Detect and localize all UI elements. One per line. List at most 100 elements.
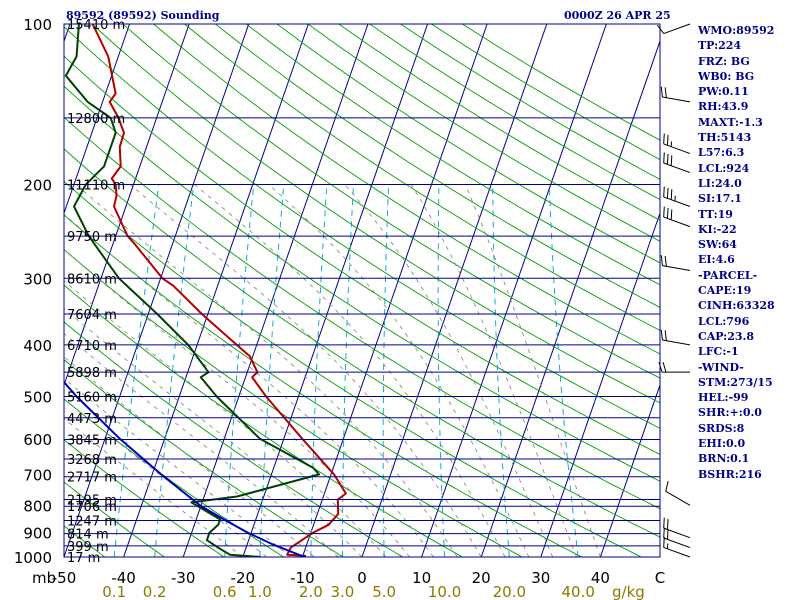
- pressure-tick-label: 100: [23, 16, 52, 34]
- moist-adiabat-line: [410, 184, 577, 557]
- mixing-ratio-line: [492, 184, 510, 557]
- stat-value: :0.0: [721, 437, 746, 451]
- wind-barb-staff: [662, 96, 691, 103]
- stat-item: TT:19: [698, 207, 775, 222]
- stat-value: :6.3: [721, 146, 745, 160]
- stat-item: EHI:0.0: [698, 436, 775, 451]
- moist-adiabat-line: [64, 356, 315, 557]
- stat-item: CAPE:19: [698, 283, 775, 298]
- dry-adiabat-line: [64, 439, 225, 557]
- stat-item: SI:17.1: [698, 191, 775, 206]
- mixing-ratio-label: 0.6: [213, 583, 237, 600]
- stat-key: CAP: [698, 329, 724, 343]
- wind-barb: [663, 527, 691, 549]
- stat-item: PW:0.11: [698, 84, 775, 99]
- wind-barb: [663, 186, 691, 207]
- stat-value: :89592: [732, 24, 775, 37]
- stat-item: CINH:63328: [698, 298, 775, 313]
- pressure-tick-label: 1000: [14, 549, 52, 567]
- temperature-tick-label: 30: [531, 569, 550, 587]
- stat-item: WMO:89592: [698, 23, 775, 38]
- pressure-tick-label: 300: [23, 270, 52, 288]
- mixing-ratio-unit: g/kg: [612, 583, 645, 600]
- wind-barb: [658, 362, 690, 373]
- mixing-ratio-label: 20.0: [493, 583, 526, 600]
- wind-barb: [660, 255, 691, 271]
- temperature-tick-label: 0: [357, 569, 367, 587]
- mixing-ratio-label: 2.0: [299, 583, 323, 600]
- wind-barb-flag: [657, 24, 665, 34]
- stat-item: -PARCEL-: [698, 268, 775, 283]
- stat-key: TT: [698, 207, 714, 221]
- pressure-tick-label: 200: [23, 176, 52, 194]
- wind-barb-staff: [663, 216, 691, 228]
- height-label: 11110 m: [67, 178, 125, 193]
- isotherm-line: [599, 383, 660, 557]
- wind-barb-flag: [664, 255, 667, 267]
- wind-barb: [657, 23, 691, 35]
- sounding-time: 0000Z 26 APR 25: [564, 9, 671, 22]
- wind-barb-staff: [663, 196, 691, 207]
- wind-barb-flag: [660, 86, 663, 98]
- stat-item: EI:4.6: [698, 252, 775, 267]
- dewpoint-profile-line: [64, 24, 321, 557]
- temperature-unit-label: C: [655, 569, 665, 587]
- stat-key: STM: [698, 375, 727, 389]
- temperature-tick-label: 20: [472, 569, 491, 587]
- temperature-profile-line: [91, 24, 347, 557]
- height-label: 1247 m: [67, 514, 117, 529]
- stat-key: LCL: [698, 161, 723, 175]
- height-label: 1706 m: [67, 500, 117, 515]
- height-label: 17 m: [67, 551, 100, 566]
- height-label: 6710 m: [67, 339, 117, 354]
- stat-key: SHR: [698, 406, 726, 420]
- stat-value: :924: [722, 161, 750, 175]
- mixing-ratio-line: [310, 184, 328, 557]
- stat-item: FRZ: BG: [698, 54, 775, 69]
- mixing-ratio-line: [259, 184, 285, 557]
- temperature-tick-label: -10: [290, 569, 315, 587]
- stat-key: SI: [698, 192, 712, 206]
- stat-value: :796: [722, 314, 750, 328]
- stat-value: : BG: [727, 69, 755, 83]
- moist-adiabat-line: [64, 213, 434, 557]
- stat-value: :0.11: [717, 85, 749, 99]
- wind-barb-flag: [663, 152, 665, 164]
- stat-key: MAXT: [698, 115, 736, 129]
- stat-item: KI:-22: [698, 222, 775, 237]
- stat-value: :216: [734, 467, 762, 481]
- stat-item: -WIND-: [698, 360, 775, 375]
- stat-value: :273/15: [726, 375, 773, 389]
- wind-barb-flag: [664, 87, 667, 98]
- temperature-tick-label: 10: [412, 569, 431, 587]
- temperature-tick-label: 40: [591, 569, 610, 587]
- wind-barb-staff: [663, 23, 691, 35]
- stat-value: :24.0: [710, 176, 742, 190]
- wind-barb-flag: [664, 330, 667, 341]
- mixing-ratio-line: [113, 184, 160, 557]
- wind-barb-flag: [663, 517, 665, 529]
- mixing-ratio-line: [548, 184, 579, 557]
- plot-frame: [63, 23, 661, 558]
- pressure-tick-label: 900: [23, 525, 52, 543]
- height-label: 9750 m: [67, 230, 117, 245]
- mixing-ratio-line: [154, 184, 195, 557]
- wind-barb-staff: [663, 537, 691, 549]
- stat-key: EI: [698, 253, 712, 267]
- station-title: 89592 (89592) Sounding: [66, 9, 220, 22]
- stat-item: TP:224: [698, 38, 775, 53]
- mixing-ratio-label: 0.1: [102, 583, 126, 600]
- stats-panel: WMO:89592 TP:224 FRZ: BG WB0: BG PW:0.11 RH:4…: [698, 23, 775, 482]
- mixing-ratio-line: [341, 184, 354, 557]
- pressure-tick-label: 400: [23, 337, 52, 355]
- stat-value: : BG: [722, 54, 750, 68]
- stat-value: :0.1: [726, 452, 750, 466]
- wind-barb-flag: [663, 206, 665, 218]
- moist-adiabat-line: [64, 377, 291, 557]
- stat-item: WB0: BG: [698, 69, 775, 84]
- stat-item: LI:24.0: [698, 176, 775, 191]
- wind-barb-flag: [666, 187, 669, 199]
- wind-barb-flag: [670, 209, 673, 220]
- wind-barb-staff: [663, 546, 691, 558]
- mixing-ratio-label: 40.0: [562, 583, 595, 600]
